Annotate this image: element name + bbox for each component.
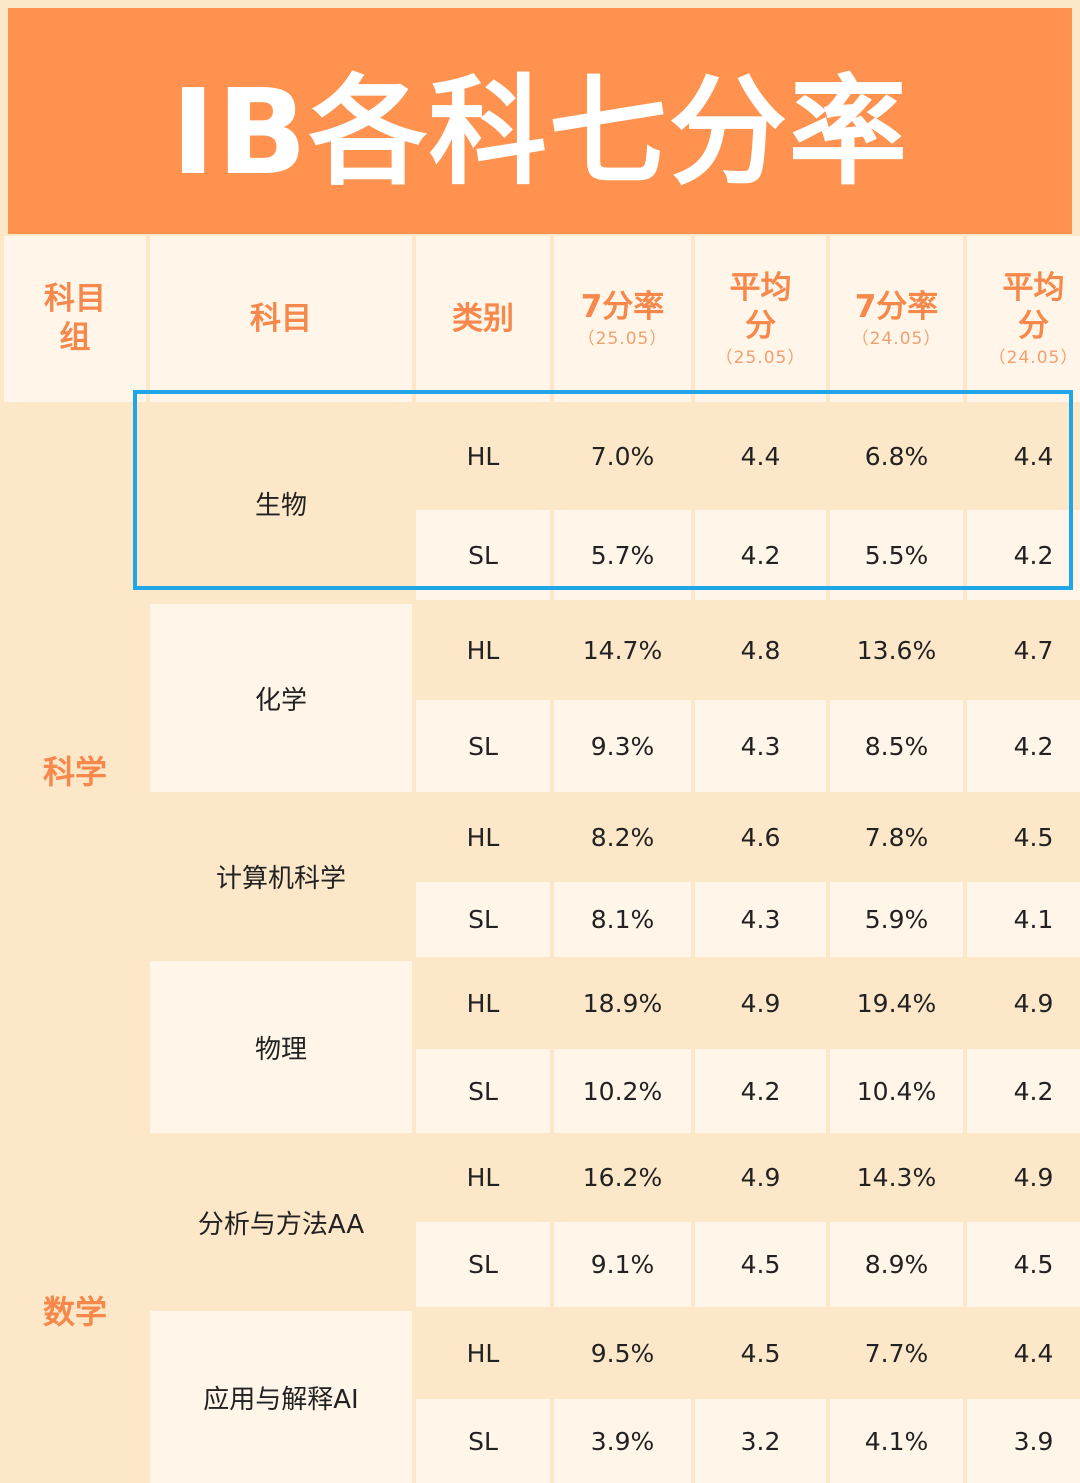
subject-biology: 生物 bbox=[150, 406, 412, 600]
avg-2405-cell: 4.2 bbox=[967, 510, 1080, 600]
rate-2405-cell: 8.5% bbox=[830, 700, 963, 792]
avg-2505-cell: 4.5 bbox=[695, 1311, 826, 1395]
level-cell: HL bbox=[416, 796, 550, 878]
rate-2405-cell: 7.7% bbox=[830, 1311, 963, 1395]
rate-2505-cell: 9.3% bbox=[554, 700, 691, 792]
header-rate-2505-sub: （25.05） bbox=[577, 328, 668, 349]
avg-2505-cell: 4.9 bbox=[695, 961, 826, 1045]
header-rate-2405-label: 7分率 bbox=[854, 289, 939, 325]
header-subject-label: 科目 bbox=[250, 300, 312, 337]
rate-2405-cell: 7.8% bbox=[830, 796, 963, 878]
header-rate-2405-sub: （24.05） bbox=[851, 328, 942, 349]
avg-2505-cell: 4.6 bbox=[695, 796, 826, 878]
level-cell: HL bbox=[416, 406, 550, 506]
rate-2505-cell: 18.9% bbox=[554, 961, 691, 1045]
header-avg-2505-sub: （25.05） bbox=[715, 348, 806, 369]
group-math: 数学 bbox=[4, 1137, 146, 1483]
avg-2505-cell: 4.4 bbox=[695, 406, 826, 506]
header-group: 科目 组 bbox=[4, 236, 146, 402]
level-cell: HL bbox=[416, 1311, 550, 1395]
rate-2505-cell: 9.1% bbox=[554, 1222, 691, 1307]
header-category: 类别 bbox=[416, 236, 550, 402]
group-science-label: 科学 bbox=[42, 752, 107, 791]
header-rate-2505: 7分率 （25.05） bbox=[554, 236, 691, 402]
avg-2405-cell: 4.9 bbox=[967, 1137, 1080, 1218]
avg-2505-cell: 4.3 bbox=[695, 700, 826, 792]
subject-physics: 物理 bbox=[150, 961, 412, 1133]
rate-2505-cell: 16.2% bbox=[554, 1137, 691, 1218]
rate-2505-cell: 5.7% bbox=[554, 510, 691, 600]
level-cell: SL bbox=[416, 882, 550, 957]
title-banner: IB各科七分率 bbox=[8, 8, 1072, 234]
rate-2405-cell: 4.1% bbox=[830, 1399, 963, 1483]
avg-2505-cell: 4.8 bbox=[695, 604, 826, 696]
rate-2405-cell: 8.9% bbox=[830, 1222, 963, 1307]
avg-2405-cell: 4.4 bbox=[967, 1311, 1080, 1395]
subject-computer-science: 计算机科学 bbox=[150, 796, 412, 957]
subject-label: 化学 bbox=[254, 685, 307, 716]
subject-label: 应用与解释AI bbox=[203, 1384, 359, 1415]
header-rate-2505-label: 7分率 bbox=[580, 289, 665, 325]
avg-2405-cell: 4.7 bbox=[967, 604, 1080, 696]
rate-2505-cell: 14.7% bbox=[554, 604, 691, 696]
level-cell: HL bbox=[416, 1137, 550, 1218]
avg-2505-cell: 4.2 bbox=[695, 1049, 826, 1133]
avg-2405-cell: 3.9 bbox=[967, 1399, 1080, 1483]
rate-2505-cell: 3.9% bbox=[554, 1399, 691, 1483]
header-avg-2405: 平均 分 （24.05） bbox=[967, 236, 1080, 402]
rate-2405-cell: 6.8% bbox=[830, 406, 963, 506]
rate-2505-cell: 8.2% bbox=[554, 796, 691, 878]
level-cell: HL bbox=[416, 961, 550, 1045]
avg-2505-cell: 4.9 bbox=[695, 1137, 826, 1218]
avg-2405-cell: 4.2 bbox=[967, 700, 1080, 792]
group-science: 科学 bbox=[4, 406, 146, 1133]
header-avg-2405-label: 平均 分 bbox=[1002, 269, 1065, 345]
avg-2405-cell: 4.9 bbox=[967, 961, 1080, 1045]
subject-label: 生物 bbox=[254, 490, 307, 521]
avg-2505-cell: 4.3 bbox=[695, 882, 826, 957]
rate-2505-cell: 10.2% bbox=[554, 1049, 691, 1133]
header-avg-2505: 平均 分 （25.05） bbox=[695, 236, 826, 402]
header-category-label: 类别 bbox=[452, 300, 514, 337]
rate-2505-cell: 8.1% bbox=[554, 882, 691, 957]
rate-2405-cell: 14.3% bbox=[830, 1137, 963, 1218]
avg-2505-cell: 4.5 bbox=[695, 1222, 826, 1307]
header-group-label: 科目 组 bbox=[44, 281, 106, 356]
subject-math-ai: 应用与解释AI bbox=[150, 1311, 412, 1483]
rate-2405-cell: 5.5% bbox=[830, 510, 963, 600]
avg-2405-cell: 4.2 bbox=[967, 1049, 1080, 1133]
rate-2405-cell: 10.4% bbox=[830, 1049, 963, 1133]
level-cell: SL bbox=[416, 1222, 550, 1307]
subject-chemistry: 化学 bbox=[150, 604, 412, 792]
header-avg-2505-label: 平均 分 bbox=[729, 269, 792, 345]
level-cell: HL bbox=[416, 604, 550, 696]
rate-2505-cell: 7.0% bbox=[554, 406, 691, 506]
header-subject: 科目 bbox=[150, 236, 412, 402]
header-avg-2405-sub: （24.05） bbox=[988, 348, 1079, 369]
avg-2505-cell: 4.2 bbox=[695, 510, 826, 600]
rate-2405-cell: 19.4% bbox=[830, 961, 963, 1045]
avg-2505-cell: 3.2 bbox=[695, 1399, 826, 1483]
rate-2405-cell: 5.9% bbox=[830, 882, 963, 957]
subject-label: 计算机科学 bbox=[215, 864, 346, 894]
level-cell: SL bbox=[416, 510, 550, 600]
subject-label: 分析与方法AA bbox=[197, 1209, 365, 1240]
subject-math-aa: 分析与方法AA bbox=[150, 1137, 412, 1307]
rate-2505-cell: 9.5% bbox=[554, 1311, 691, 1395]
level-cell: SL bbox=[416, 1049, 550, 1133]
level-cell: SL bbox=[416, 700, 550, 792]
page-title: IB各科七分率 bbox=[171, 62, 909, 201]
score-table: 科目 组 科目 类别 7分率 （25.05） 平均 分 （25.05） 7分率 … bbox=[0, 234, 1080, 1483]
subject-label: 物理 bbox=[254, 1034, 307, 1065]
avg-2405-cell: 4.5 bbox=[967, 1222, 1080, 1307]
avg-2405-cell: 4.5 bbox=[967, 796, 1080, 878]
level-cell: SL bbox=[416, 1399, 550, 1483]
group-math-label: 数学 bbox=[42, 1293, 107, 1331]
rate-2405-cell: 13.6% bbox=[830, 604, 963, 696]
header-rate-2405: 7分率 （24.05） bbox=[830, 236, 963, 402]
avg-2405-cell: 4.4 bbox=[967, 406, 1080, 506]
avg-2405-cell: 4.1 bbox=[967, 882, 1080, 957]
